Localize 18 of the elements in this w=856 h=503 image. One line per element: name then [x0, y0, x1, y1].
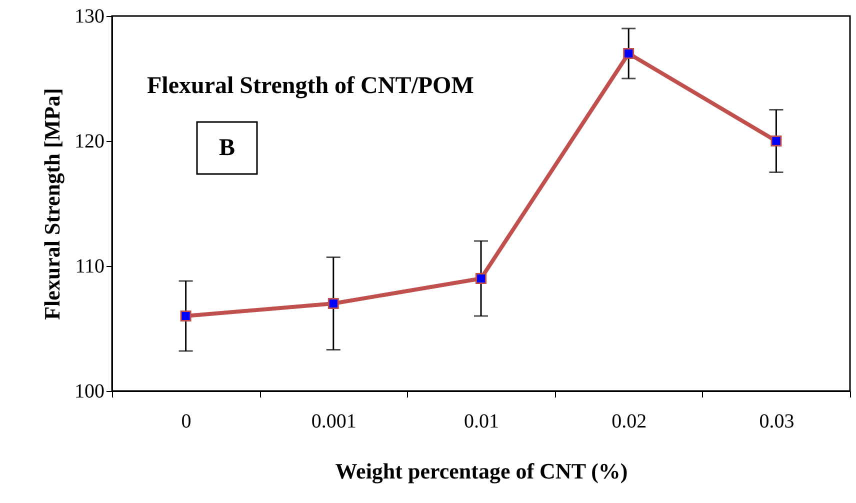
y-tick-label: 130 — [74, 6, 104, 28]
x-tick-label: 0.02 — [612, 410, 647, 432]
point — [180, 310, 192, 322]
point — [770, 136, 782, 146]
y-axis-title: Flexural Strength [MPa] — [40, 88, 64, 320]
y-tick-label: 100 — [74, 380, 104, 402]
point — [623, 48, 634, 59]
x-tick-label: 0.001 — [311, 410, 356, 432]
y-tick-label: 120 — [74, 130, 104, 152]
x-tick-label: 0 — [181, 410, 192, 432]
text: Flexural Strength of CNT/POM — [147, 73, 474, 99]
annotation: B — [218, 135, 236, 161]
point — [328, 298, 339, 309]
y-tick-label: 110 — [75, 256, 104, 278]
x-tick-label: 0.01 — [464, 410, 499, 432]
point — [476, 273, 486, 284]
x-tick-label: 0.03 — [759, 410, 794, 432]
x-axis-title: Weight percentage of CNT (%) — [335, 458, 628, 484]
